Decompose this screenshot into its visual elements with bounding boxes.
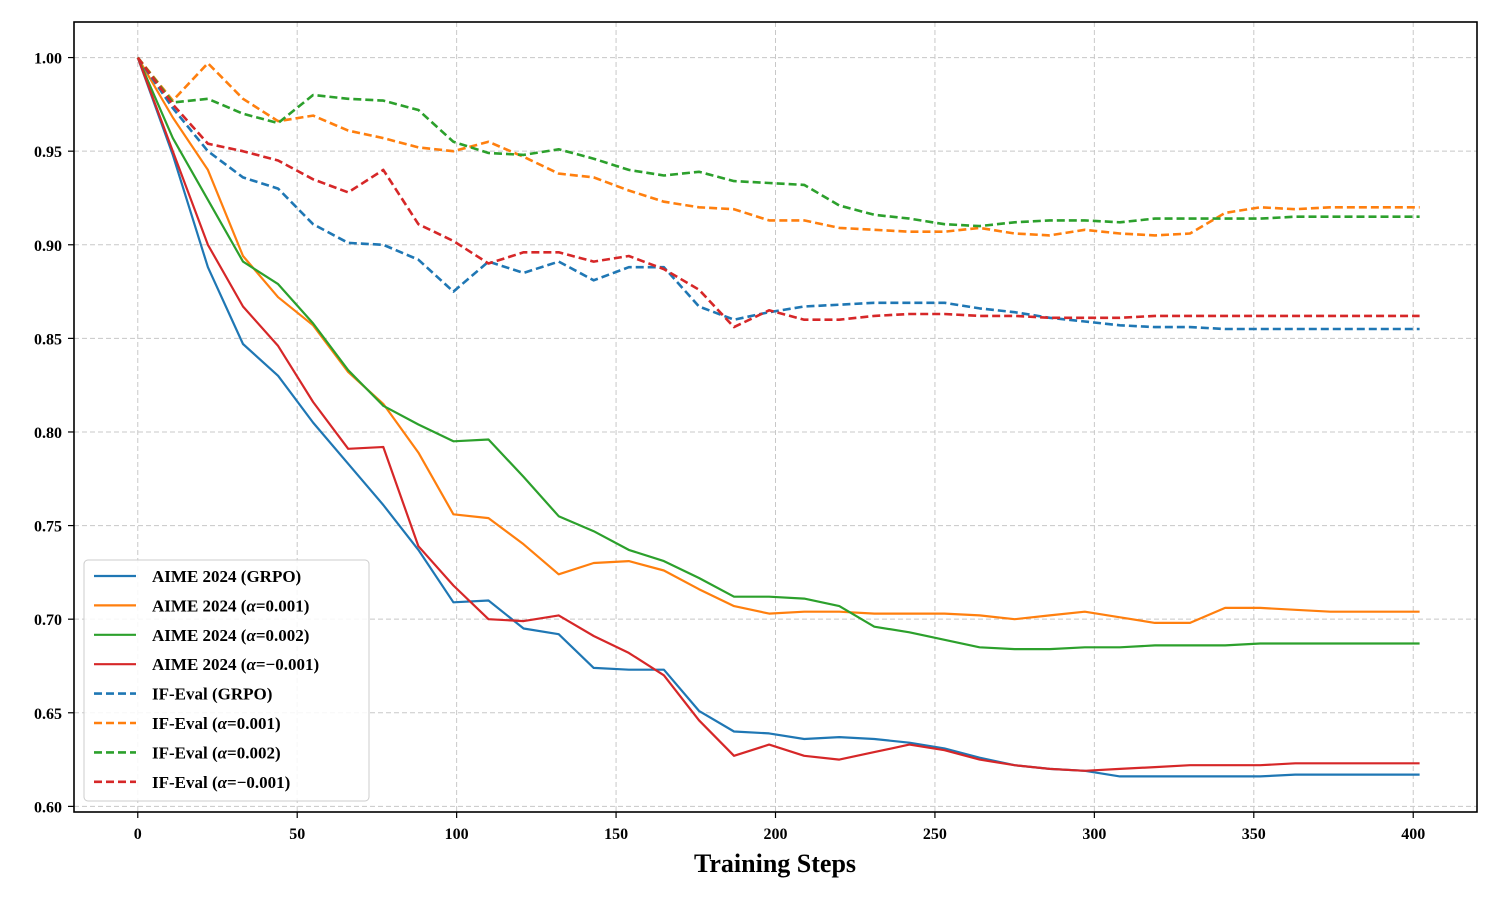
- legend-label: IF-Eval (α=0.002): [152, 743, 281, 762]
- y-tick-label: 0.65: [34, 706, 62, 723]
- x-tick-label: 100: [445, 826, 469, 843]
- y-tick-label: 0.90: [34, 238, 62, 255]
- legend-label: AIME 2024 (α=0.001): [152, 596, 309, 615]
- x-tick-label: 400: [1401, 826, 1425, 843]
- series-line-1: [136, 57, 1420, 778]
- legend-label: IF-Eval (GRPO): [152, 685, 272, 704]
- y-tick-label: 1.00: [34, 51, 62, 68]
- y-tick-label: 0.85: [34, 331, 62, 348]
- series-line-6: [136, 56, 1420, 237]
- y-tick-label: 0.75: [34, 519, 62, 536]
- y-tick-label: 0.70: [34, 612, 62, 629]
- x-axis-title: Training Steps: [694, 849, 856, 878]
- series-lines: [136, 56, 1420, 778]
- x-tick-label: 150: [604, 826, 628, 843]
- y-tick-label: 0.60: [34, 799, 62, 816]
- y-axis: 0.60 0.65 0.70 0.75 0.80 0.85 0.90 0.95 1.00: [34, 51, 74, 816]
- x-tick-label: 200: [764, 826, 788, 843]
- series-line-4: [136, 57, 1420, 772]
- legend-label: AIME 2024 (α=0.002): [152, 626, 309, 645]
- legend-label: AIME 2024 (GRPO): [152, 567, 301, 586]
- x-tick-label: 50: [289, 826, 305, 843]
- series-line-3: [136, 57, 1420, 651]
- x-tick-label: 300: [1082, 826, 1106, 843]
- x-axis: 0 50 100 150 200 250 300 350 400: [134, 812, 1425, 843]
- x-tick-label: 0: [134, 826, 142, 843]
- x-tick-label: 250: [923, 826, 947, 843]
- legend: AIME 2024 (GRPO) AIME 2024 (α=0.001) AIME …: [83, 559, 370, 802]
- series-line-2: [136, 57, 1420, 625]
- legend-label: AIME 2024 (α=−0.001): [152, 655, 319, 674]
- legend-box: [83, 559, 370, 802]
- legend-label: IF-Eval (α=0.001): [152, 714, 281, 733]
- y-tick-label: 0.95: [34, 144, 62, 161]
- x-tick-label: 350: [1242, 826, 1266, 843]
- y-tick-label: 0.80: [34, 425, 62, 442]
- series-line-7: [136, 56, 1420, 228]
- legend-label: IF-Eval (α=−0.001): [152, 773, 290, 792]
- series-line-5: [136, 56, 1420, 331]
- series-line-8: [136, 56, 1420, 329]
